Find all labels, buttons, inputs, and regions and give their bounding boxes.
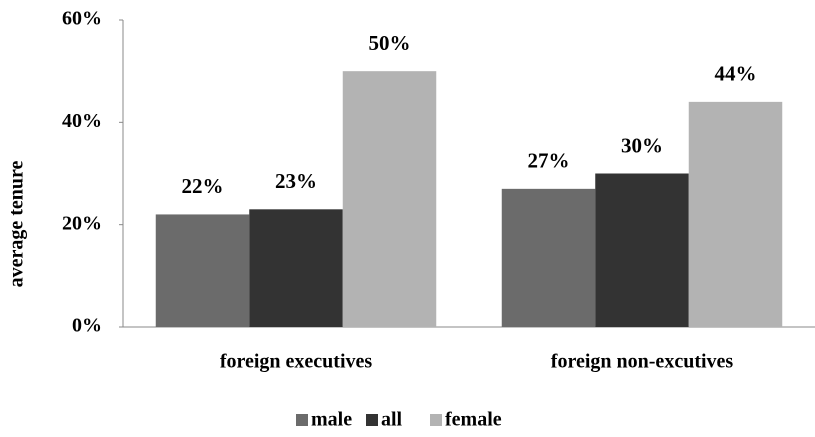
bar (501, 188, 596, 327)
bar (342, 71, 437, 328)
bar (155, 214, 250, 327)
legend-label: male (311, 409, 352, 431)
y-axis-label: average tenure (6, 160, 28, 287)
legend-swatch (296, 414, 308, 426)
y-tick-label: 60% (62, 8, 102, 30)
bar (688, 101, 783, 327)
legend-swatch (430, 414, 442, 426)
bar (249, 209, 343, 327)
value-label: 27% (528, 149, 570, 173)
value-label: 30% (621, 133, 663, 157)
value-label: 22% (182, 174, 224, 198)
legend-label: female (445, 409, 502, 431)
bar (595, 173, 689, 327)
x-tick-label: foreign non-excutives (551, 351, 734, 373)
value-label: 23% (275, 169, 317, 193)
y-tick-label: 40% (62, 110, 102, 132)
value-label: 44% (715, 62, 757, 86)
legend-swatch (366, 414, 378, 426)
value-label: 50% (369, 31, 411, 55)
legend-label: all (381, 409, 403, 431)
y-tick-label: 20% (62, 212, 102, 234)
x-tick-label: foreign executives (220, 351, 373, 373)
y-tick-label: 0% (72, 315, 102, 337)
